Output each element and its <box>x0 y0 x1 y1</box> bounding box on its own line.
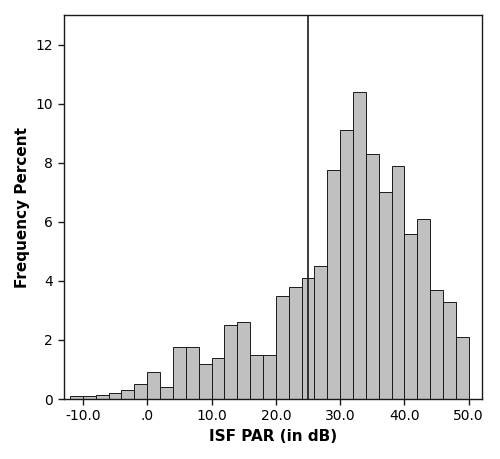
Bar <box>237 322 250 399</box>
Bar <box>288 287 302 399</box>
Y-axis label: Frequency Percent: Frequency Percent <box>15 127 30 287</box>
Bar <box>340 130 353 399</box>
X-axis label: ISF PAR (in dB): ISF PAR (in dB) <box>208 429 336 444</box>
Bar <box>456 337 468 399</box>
Bar <box>173 347 186 399</box>
Bar <box>70 396 83 399</box>
Bar <box>404 234 417 399</box>
Bar <box>147 372 160 399</box>
Bar <box>198 364 211 399</box>
Bar <box>353 92 366 399</box>
Bar <box>302 278 314 399</box>
Bar <box>160 387 173 399</box>
Bar <box>134 384 147 399</box>
Bar <box>392 166 404 399</box>
Bar <box>314 266 328 399</box>
Bar <box>83 396 96 399</box>
Bar <box>430 290 443 399</box>
Bar <box>263 355 276 399</box>
Bar <box>366 154 378 399</box>
Bar <box>443 302 456 399</box>
Bar <box>212 358 224 399</box>
Bar <box>250 355 263 399</box>
Bar <box>122 390 134 399</box>
Bar <box>276 296 288 399</box>
Bar <box>186 347 198 399</box>
Bar <box>224 325 237 399</box>
Bar <box>108 393 122 399</box>
Bar <box>378 192 392 399</box>
Bar <box>328 170 340 399</box>
Bar <box>418 219 430 399</box>
Bar <box>96 395 108 399</box>
